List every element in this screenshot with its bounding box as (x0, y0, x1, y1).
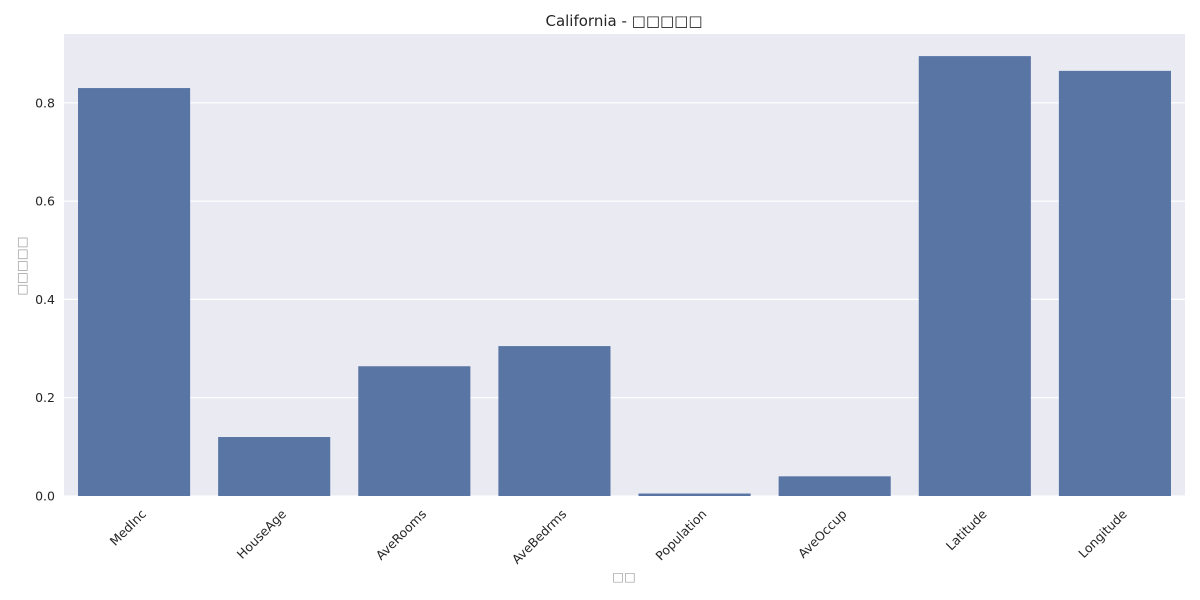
y-tick-label: 0.0 (35, 489, 55, 504)
bar-aveoccup (778, 476, 891, 496)
bar-latitude (918, 56, 1031, 497)
x-tick-label: HouseAge (234, 506, 290, 562)
x-axis-label: □□ (612, 569, 636, 584)
bar-houseage (218, 437, 331, 496)
bar-longitude (1058, 70, 1171, 497)
bar-medinc (78, 88, 191, 496)
x-tick-label: Population (652, 506, 709, 563)
y-axis-label: □□□□□ (14, 236, 29, 295)
x-tick-label: AveRooms (373, 506, 430, 563)
bars (78, 56, 1171, 497)
x-tick-label: MedInc (107, 506, 149, 548)
bar-population (638, 493, 751, 496)
bar-averooms (358, 366, 471, 496)
y-tick-label: 0.4 (35, 292, 55, 307)
y-tick-label: 0.8 (35, 95, 55, 110)
x-tick-label: Latitude (943, 506, 990, 553)
x-axis-ticks: MedInc HouseAge AveRooms AveBedrms Populatio… (107, 506, 1130, 567)
y-tick-label: 0.6 (35, 194, 55, 209)
chart-title: California - □□□□□ (545, 12, 702, 30)
y-tick-label: 0.2 (35, 390, 55, 405)
bar-avebedrms (498, 346, 611, 496)
y-axis-ticks: 0.0 0.2 0.4 0.6 0.8 (35, 95, 55, 503)
x-tick-label: Longitude (1075, 506, 1130, 561)
x-tick-label: AveBedrms (509, 506, 570, 567)
x-tick-label: AveOccup (795, 506, 850, 561)
